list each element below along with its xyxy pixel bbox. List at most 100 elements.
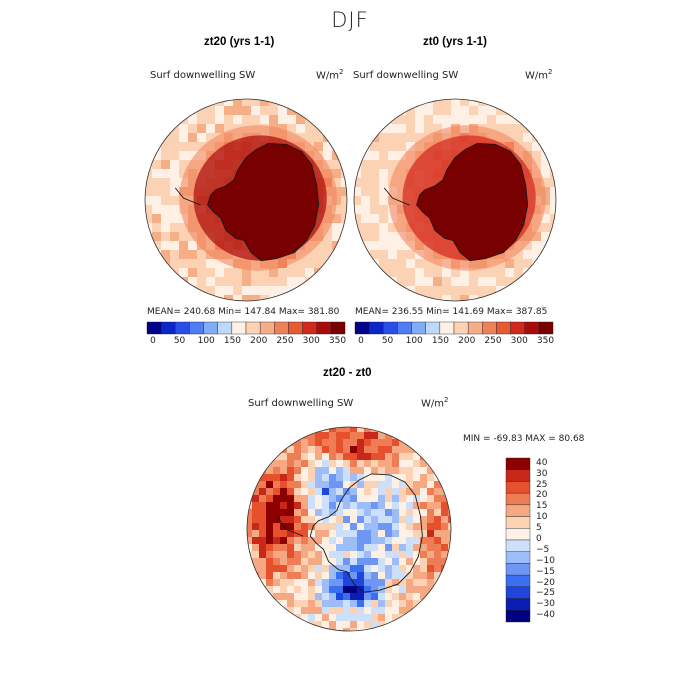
colorbar-tick-label: 0 bbox=[358, 336, 364, 346]
map-cell bbox=[413, 523, 421, 531]
map-cell bbox=[266, 439, 274, 447]
map-cell bbox=[505, 115, 515, 125]
map-cell bbox=[260, 286, 270, 296]
map-cell bbox=[397, 115, 407, 125]
map-cell bbox=[478, 277, 488, 287]
map-cell bbox=[434, 600, 442, 608]
map-cell bbox=[379, 205, 389, 215]
colorbar-tick-label: −15 bbox=[536, 566, 555, 577]
map-cell bbox=[371, 544, 379, 552]
map-cell bbox=[343, 558, 351, 566]
map-cell bbox=[379, 106, 389, 116]
map-cell bbox=[296, 268, 306, 278]
map-cell bbox=[266, 446, 274, 454]
map-cell bbox=[415, 277, 425, 287]
map-cell bbox=[273, 537, 281, 545]
colorbar-swatch bbox=[189, 321, 204, 335]
map-cell bbox=[323, 250, 333, 260]
colorbar-tick-label: 0 bbox=[536, 533, 542, 544]
map-cell bbox=[354, 214, 362, 224]
map-cell bbox=[364, 432, 372, 440]
map-cell bbox=[370, 295, 380, 301]
map-cell bbox=[350, 427, 358, 433]
map-cell bbox=[170, 295, 180, 301]
map-cell bbox=[399, 558, 407, 566]
antarctica-interior bbox=[220, 152, 312, 249]
map-cell bbox=[441, 502, 449, 510]
map-cell bbox=[152, 115, 162, 125]
map-cell bbox=[294, 586, 302, 594]
map-cell bbox=[379, 286, 389, 296]
map-cell bbox=[541, 169, 551, 179]
map-cell bbox=[385, 439, 393, 447]
map-cell bbox=[301, 502, 309, 510]
map-cell bbox=[354, 205, 362, 215]
map-cell bbox=[442, 277, 452, 287]
map-cell bbox=[399, 579, 407, 587]
map-cell bbox=[370, 178, 380, 188]
map-cell bbox=[287, 565, 295, 573]
map-cell bbox=[434, 586, 442, 594]
map-cell bbox=[460, 295, 470, 301]
colorbar-tick-label: 10 bbox=[536, 512, 548, 523]
map-cell bbox=[370, 286, 380, 296]
map-cell bbox=[364, 453, 372, 461]
map-cell bbox=[266, 600, 274, 608]
map-cell bbox=[170, 277, 180, 287]
map-cell bbox=[247, 572, 253, 580]
map-cell bbox=[343, 460, 351, 468]
map-cell bbox=[247, 530, 253, 538]
map-cell bbox=[523, 133, 533, 143]
map-cell bbox=[399, 502, 407, 510]
map-cell bbox=[343, 523, 351, 531]
map-cell bbox=[323, 106, 333, 116]
map-cell bbox=[361, 178, 371, 188]
map-cell bbox=[308, 579, 316, 587]
map-cell bbox=[294, 523, 302, 531]
map-cell bbox=[406, 628, 414, 631]
map-cell bbox=[269, 106, 279, 116]
map-cell bbox=[341, 124, 347, 134]
map-cell bbox=[434, 558, 442, 566]
map-cell bbox=[370, 187, 380, 197]
panel-title-diff: zt20 - zt0 bbox=[323, 367, 372, 379]
map-cell bbox=[399, 600, 407, 608]
map-cell bbox=[385, 474, 393, 482]
map-cell bbox=[378, 593, 386, 601]
map-cell bbox=[392, 467, 400, 475]
map-cell bbox=[314, 142, 324, 152]
map-cell bbox=[259, 481, 267, 489]
map-cell bbox=[322, 523, 330, 531]
map-cell bbox=[357, 558, 365, 566]
map-cell bbox=[215, 124, 225, 134]
map-cell bbox=[260, 115, 270, 125]
map-cell bbox=[152, 169, 162, 179]
map-cell bbox=[273, 586, 281, 594]
map-cell bbox=[287, 432, 295, 440]
map-cell bbox=[392, 530, 400, 538]
map-cell bbox=[420, 593, 428, 601]
map-cell bbox=[161, 205, 171, 215]
map-cell bbox=[357, 453, 365, 461]
map-cell bbox=[514, 286, 524, 296]
map-cell bbox=[280, 481, 288, 489]
colorbar-swatch bbox=[538, 321, 554, 335]
colorbar-swatch bbox=[505, 469, 531, 482]
map-cell bbox=[541, 106, 551, 116]
map-cell bbox=[343, 565, 351, 573]
map-cell bbox=[273, 579, 281, 587]
map-cell bbox=[406, 124, 416, 134]
map-cell bbox=[406, 133, 416, 143]
map-cell bbox=[341, 151, 347, 161]
map-cell bbox=[315, 572, 323, 580]
map-cell bbox=[259, 427, 267, 433]
map-cell bbox=[427, 467, 435, 475]
map-cell bbox=[308, 614, 316, 622]
map-cell bbox=[301, 474, 309, 482]
map-cell bbox=[280, 607, 288, 615]
map-cell bbox=[170, 151, 180, 161]
map-cell bbox=[399, 551, 407, 559]
map-cell bbox=[224, 277, 234, 287]
map-cell bbox=[152, 232, 162, 242]
colorbar-tick-label: 50 bbox=[173, 336, 186, 346]
